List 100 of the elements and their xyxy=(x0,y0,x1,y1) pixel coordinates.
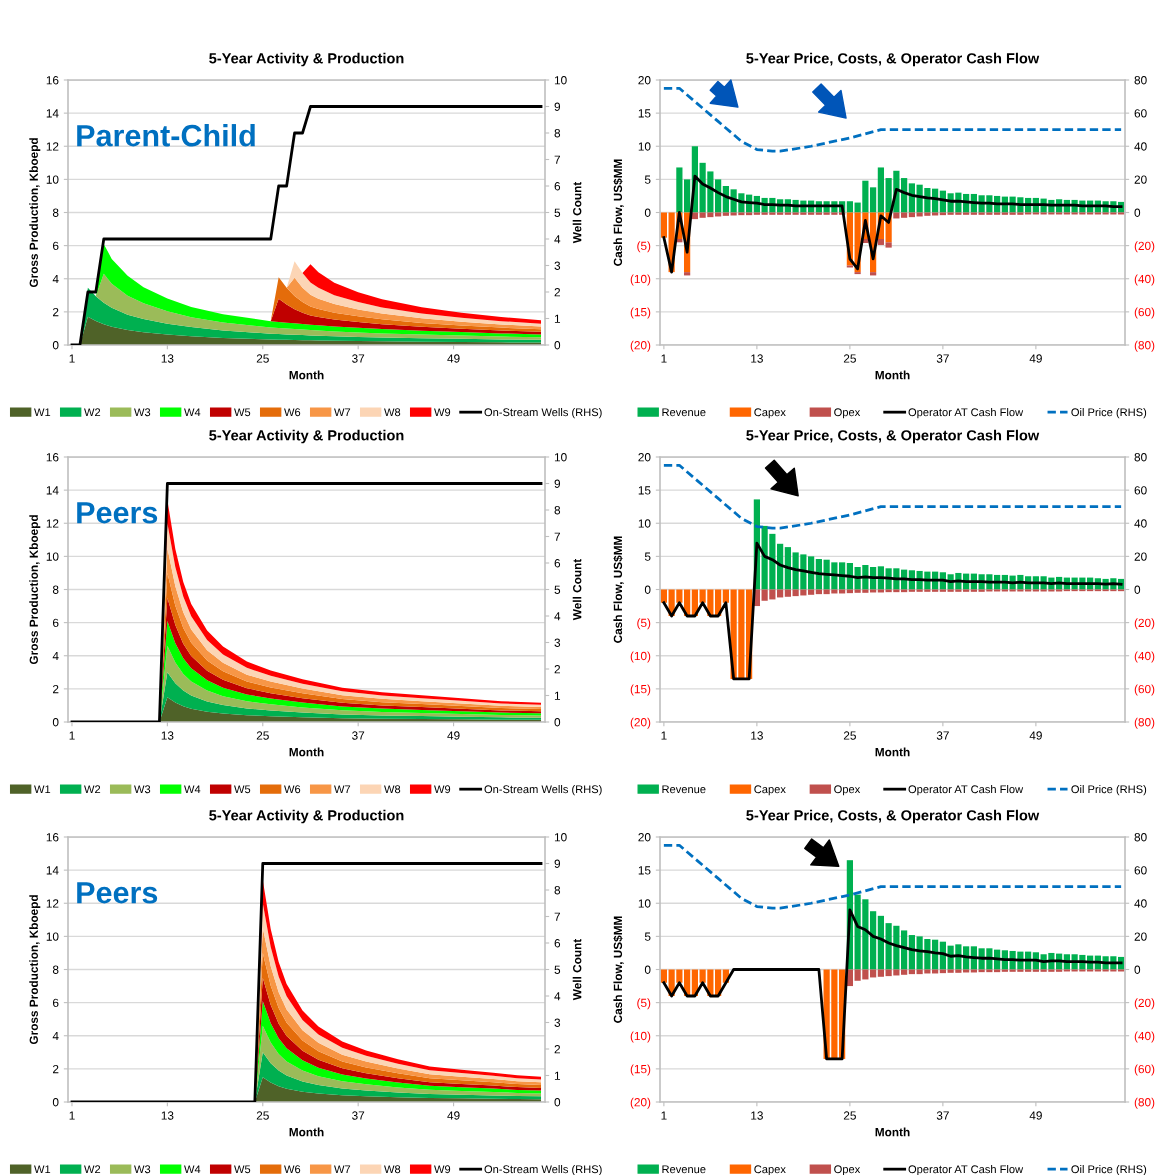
y2-tick-label: 0 xyxy=(554,718,561,727)
y-tick-label: 4 xyxy=(52,1031,59,1041)
legend-label: W8 xyxy=(384,785,401,794)
y2-tick-label: 40 xyxy=(1134,519,1147,528)
y-tick-label: 20 xyxy=(638,833,651,842)
chart-title: 5-Year Price, Costs, & Operator Cash Flow xyxy=(746,52,1040,67)
legend-label: Capex xyxy=(754,408,786,419)
legend-label: Operator AT Cash Flow xyxy=(908,785,1024,796)
y2-tick-label: 5 xyxy=(554,208,561,217)
legend-label: Revenue xyxy=(662,785,706,794)
x-tick-label: 1 xyxy=(661,1111,667,1120)
legend-label: Opex xyxy=(834,785,861,796)
x-axis-title: Month xyxy=(875,747,910,757)
y-tick-label: 10 xyxy=(46,552,59,561)
y-tick-label: 14 xyxy=(46,866,59,875)
y-tick-label: 0 xyxy=(52,718,59,727)
y2-tick-label: 8 xyxy=(554,886,561,895)
y2-tick-label: 4 xyxy=(554,612,561,621)
y2-tick-label: (80) xyxy=(1134,1097,1155,1109)
y2-tick-label: 9 xyxy=(554,102,561,111)
annotation: Peers xyxy=(77,882,158,904)
legend-label: W6 xyxy=(284,1165,301,1174)
legend-label: On-Stream Wells (RHS) xyxy=(484,785,602,796)
y2-tick-label: 6 xyxy=(554,939,561,948)
y2-tick-label: (20) xyxy=(1134,618,1155,630)
x-tick-label: 1 xyxy=(69,731,75,740)
x-tick-label: 1 xyxy=(661,354,667,363)
legend-label: W3 xyxy=(134,785,151,794)
y-tick-label: 6 xyxy=(53,998,59,1008)
y-tick-label: 5 xyxy=(644,932,651,941)
annotation: Peers xyxy=(77,502,158,524)
y2-tick-label: (40) xyxy=(1134,651,1155,663)
legend-label: W4 xyxy=(184,408,201,417)
y2-tick-label: 80 xyxy=(1134,76,1147,85)
legend-label: W7 xyxy=(334,1165,351,1174)
y2-tick-label: 1 xyxy=(554,691,561,700)
y2-tick-label: 0 xyxy=(1134,585,1141,594)
y2-tick-label: 4 xyxy=(554,235,561,244)
x-tick-label: 1 xyxy=(69,354,75,363)
x-tick-label: 49 xyxy=(1029,1111,1042,1120)
y-tick-label: 2 xyxy=(53,684,59,694)
y-tick-label: 6 xyxy=(53,241,59,251)
y2-tick-label: (40) xyxy=(1134,274,1155,286)
y-tick-label: (15) xyxy=(630,1064,651,1076)
chart-title: 5-Year Price, Costs, & Operator Cash Flow xyxy=(746,429,1040,444)
legend-label: Revenue xyxy=(662,1165,706,1174)
chart-title: 5-Year Activity & Production xyxy=(209,429,404,444)
y-axis-title: Gross Production, Kboepd xyxy=(29,895,41,1045)
x-tick-label: 37 xyxy=(936,731,949,740)
y2-tick-label: (60) xyxy=(1134,307,1155,319)
legend-label: Operator AT Cash Flow xyxy=(908,408,1024,419)
y-tick-label: (20) xyxy=(630,1097,651,1109)
legend-label: W1 xyxy=(34,1165,51,1174)
legend-label: W7 xyxy=(334,785,351,794)
y2-tick-label: 3 xyxy=(554,638,561,647)
y-tick-label: 10 xyxy=(638,519,651,528)
y-tick-label: 16 xyxy=(46,76,59,85)
y-tick-label: 5 xyxy=(644,552,651,561)
legend-label: W8 xyxy=(384,1165,401,1174)
y-tick-label: 0 xyxy=(644,965,651,974)
legend-label: On-Stream Wells (RHS) xyxy=(484,1165,602,1175)
legend-label: Operator AT Cash Flow xyxy=(908,1165,1024,1175)
x-tick-label: 13 xyxy=(751,1111,763,1120)
y2-tick-label: 10 xyxy=(554,76,567,85)
legend-label: Capex xyxy=(754,785,786,796)
y-tick-label: 4 xyxy=(52,651,59,661)
y2-tick-label: 7 xyxy=(554,912,560,921)
y2-tick-label: 6 xyxy=(554,182,561,191)
x-tick-label: 37 xyxy=(936,354,949,363)
y-tick-label: (20) xyxy=(630,717,651,729)
y-tick-label: 14 xyxy=(46,486,59,495)
x-tick-label: 25 xyxy=(843,354,856,363)
y2-tick-label: (80) xyxy=(1134,717,1155,729)
y-tick-label: (10) xyxy=(630,651,651,663)
annotation: Parent-Child xyxy=(77,124,255,147)
y2-tick-label: 10 xyxy=(554,833,567,842)
legend-label: Opex xyxy=(834,1165,861,1175)
y-tick-label: 15 xyxy=(638,109,651,118)
legend-label: W4 xyxy=(184,785,201,794)
y2-tick-label: 60 xyxy=(1134,486,1147,495)
legend-label: W2 xyxy=(84,785,101,794)
y-tick-label: 4 xyxy=(52,274,59,284)
y2-tick-label: 60 xyxy=(1134,109,1147,118)
y2-tick-label: 8 xyxy=(554,129,561,138)
y2-tick-label: 0 xyxy=(1134,965,1141,974)
x-axis-title: Month xyxy=(289,370,324,380)
chart-title: 5-Year Activity & Production xyxy=(209,809,404,824)
x-tick-label: 49 xyxy=(447,354,460,363)
y2-tick-label: 2 xyxy=(554,288,560,297)
x-tick-label: 37 xyxy=(936,1111,949,1120)
y2-tick-label: (80) xyxy=(1134,340,1155,352)
legend-label: W3 xyxy=(134,1165,151,1174)
y2-tick-label: 9 xyxy=(554,859,561,868)
chart-title: 5-Year Price, Costs, & Operator Cash Flow xyxy=(746,809,1040,824)
y2-tick-label: 3 xyxy=(554,1018,561,1027)
legend-label: Oil Price (RHS) xyxy=(1071,785,1147,796)
y2-tick-label: 3 xyxy=(554,261,561,270)
x-tick-label: 37 xyxy=(352,354,365,363)
x-tick-label: 25 xyxy=(256,1111,269,1120)
y-tick-label: 0 xyxy=(644,585,651,594)
